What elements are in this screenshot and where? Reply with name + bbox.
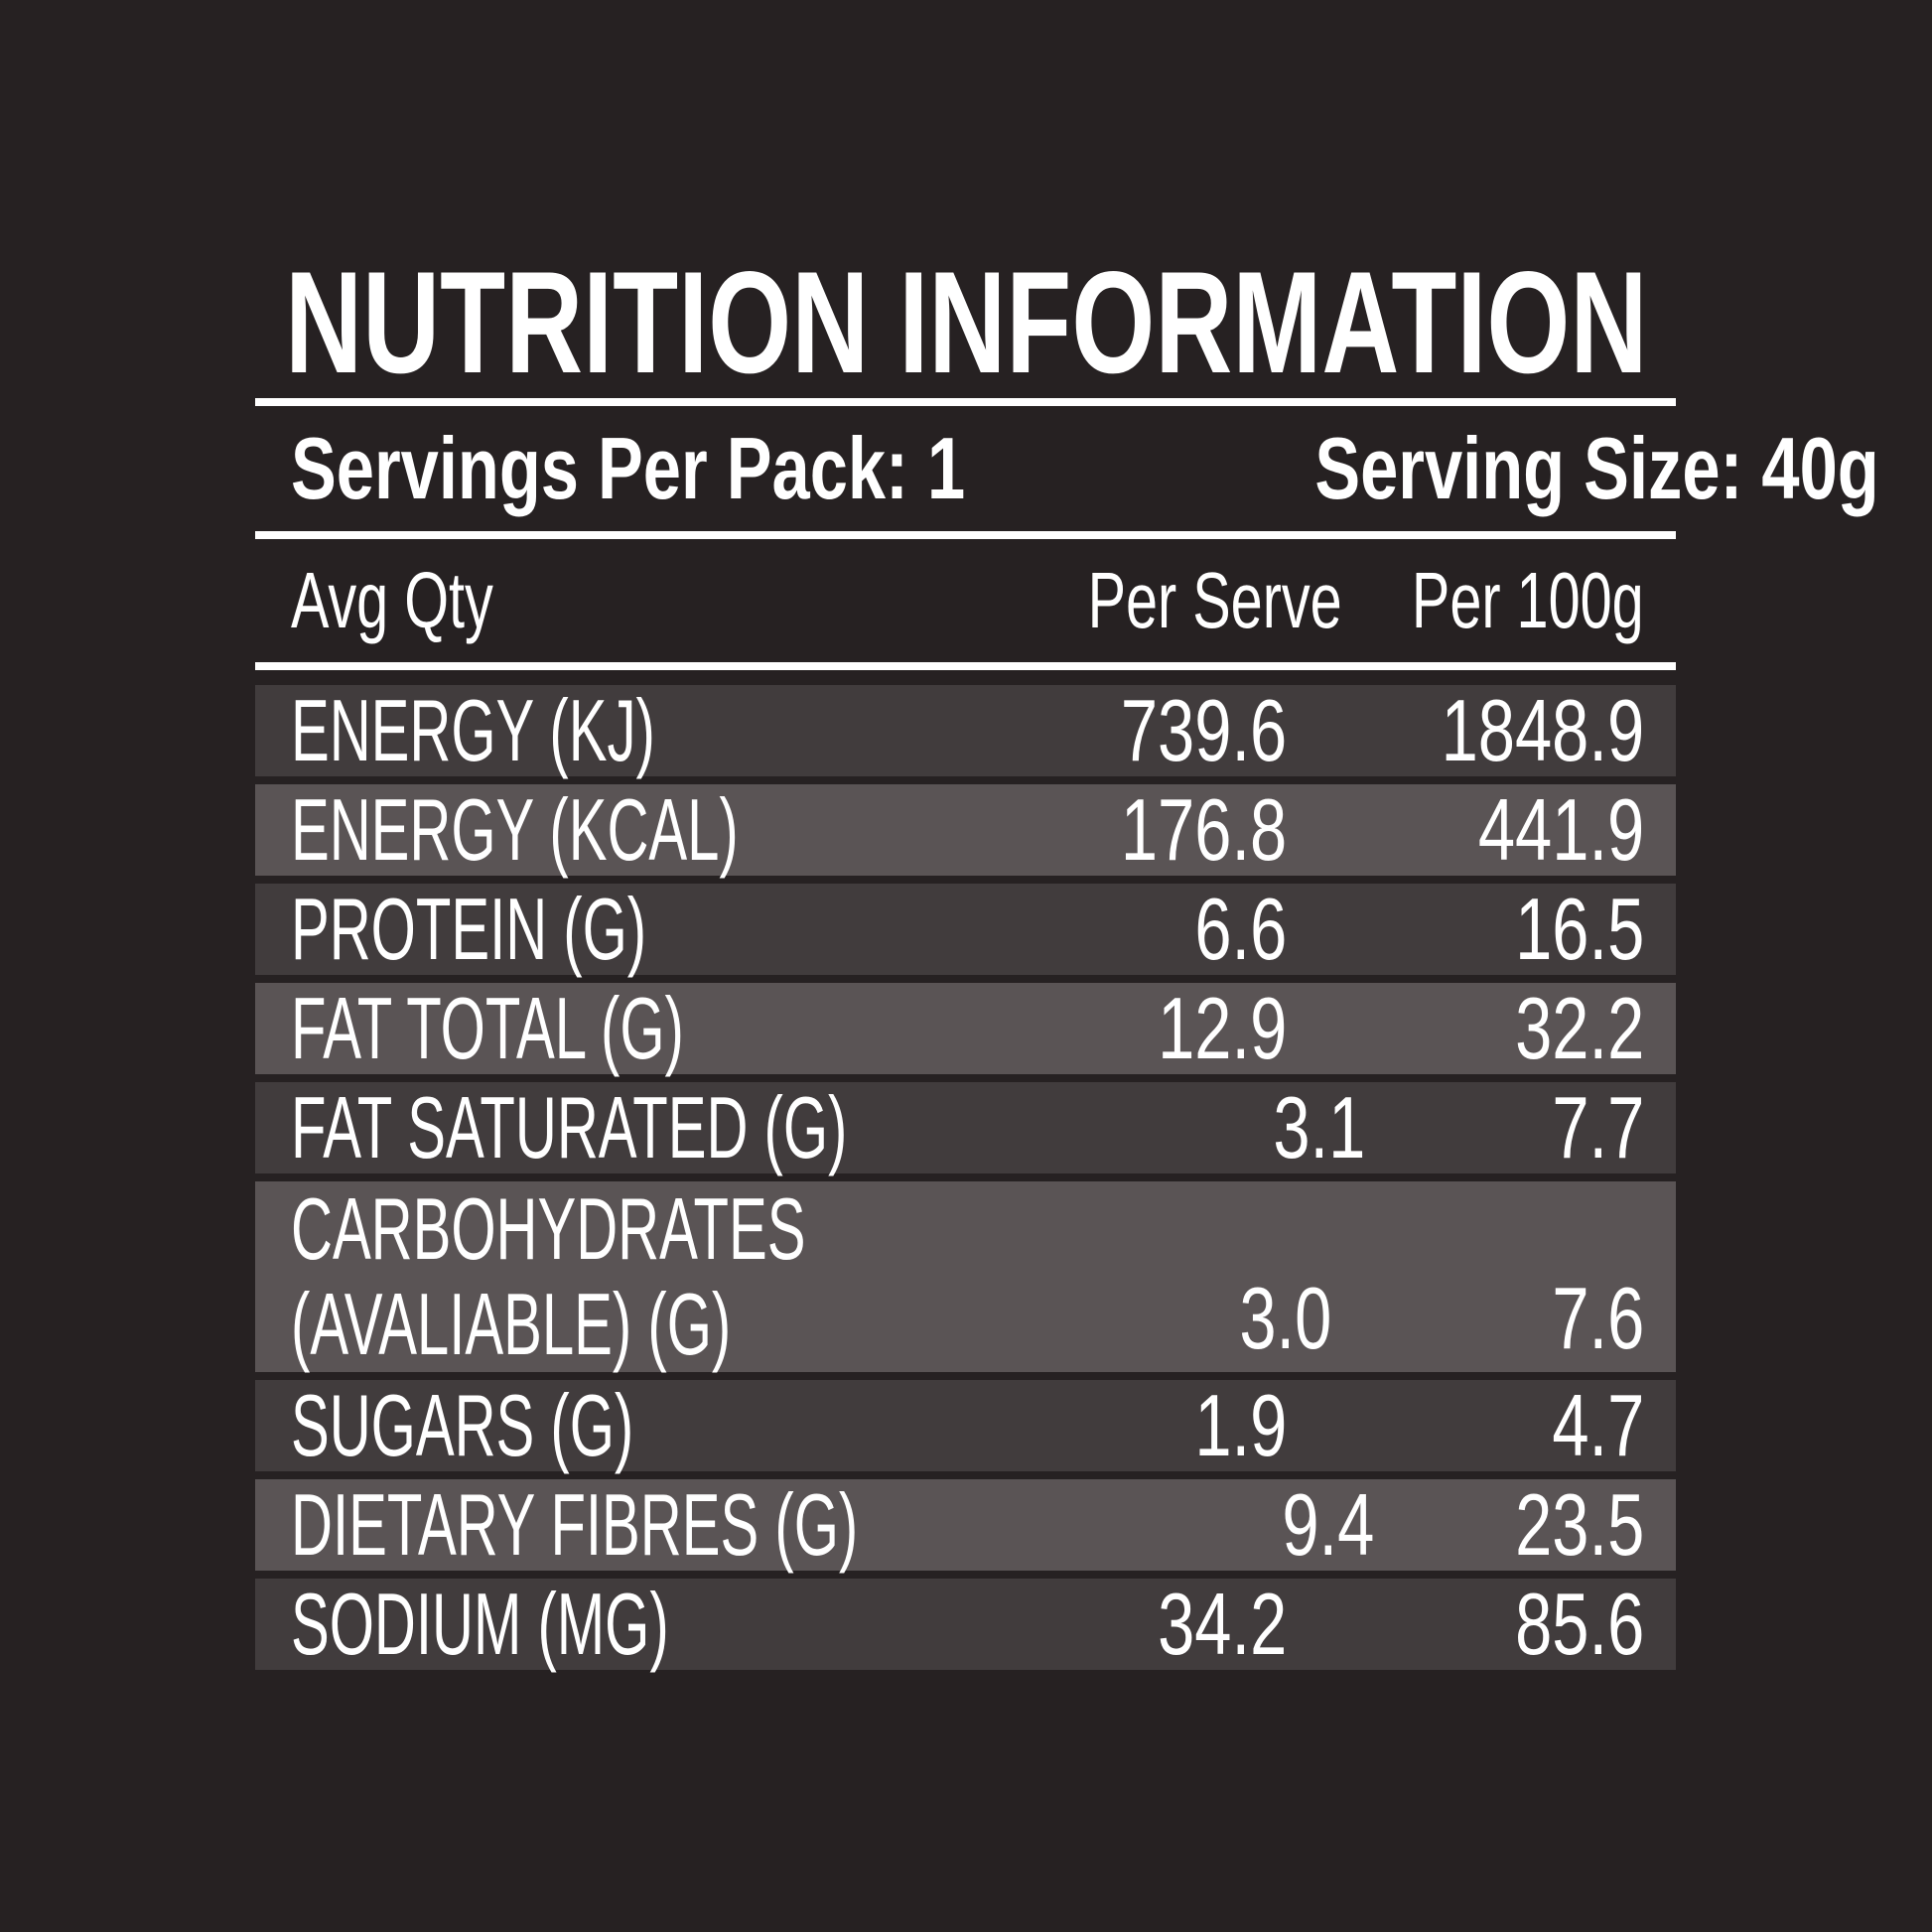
table-row-energy-kcal: ENERGY (KCAL) 176.8 441.9	[255, 784, 1676, 876]
divider-under-title	[255, 398, 1676, 406]
per-100g-value: 23.5	[1514, 1475, 1644, 1574]
column-header-avg-qty: Avg Qty	[291, 556, 493, 644]
row-label: FAT SATURATED (G)	[291, 1078, 848, 1176]
row-label: ENERGY (KCAL)	[291, 780, 739, 879]
divider-under-serving-info	[255, 531, 1676, 539]
per-serve-value: 1.9	[1194, 1376, 1287, 1474]
divider-under-column-headers	[255, 662, 1676, 670]
nutrition-table: ENERGY (KJ) 739.6 1848.9 ENERGY (KCAL) 1…	[255, 685, 1676, 1670]
table-row-sodium: SODIUM (MG) 34.2 85.6	[255, 1579, 1676, 1670]
per-serve-value: 739.6	[1120, 681, 1287, 779]
table-row-carbohydrates: CARBOHYDRATES (AVALIABLE) (G) 3.0 7.6	[255, 1181, 1676, 1372]
table-row-sugars: SUGARS (G) 1.9 4.7	[255, 1380, 1676, 1471]
per-100g-value: 7.7	[1552, 1078, 1644, 1176]
per-serve-value: 9.4	[1282, 1475, 1375, 1574]
row-label: DIETARY FIBRES (G)	[291, 1475, 859, 1574]
serving-info-row: Servings Per Pack: 1 Serving Size: 40g	[255, 406, 1878, 531]
per-serve-value: 3.1	[1273, 1078, 1366, 1176]
table-row-fat-total: FAT TOTAL (G) 12.9 32.2	[255, 983, 1676, 1074]
table-row-fat-saturated: FAT SATURATED (G) 3.1 7.7	[255, 1082, 1676, 1173]
servings-per-pack-text: Servings Per Pack: 1	[291, 419, 966, 517]
row-label: CARBOHYDRATES (AVALIABLE) (G)	[291, 1179, 806, 1373]
per-serve-value: 3.0	[1239, 1269, 1332, 1367]
page-title-text: NUTRITION INFORMATION	[284, 241, 1648, 403]
table-row-dietary-fibres: DIETARY FIBRES (G) 9.4 23.5	[255, 1479, 1676, 1571]
per-100g-value: 16.5	[1514, 880, 1644, 978]
page-title: NUTRITION INFORMATION	[0, 239, 1932, 406]
per-serve-value: 12.9	[1157, 979, 1287, 1077]
per-100g-value: 4.7	[1552, 1376, 1644, 1474]
per-100g-value: 85.6	[1514, 1575, 1644, 1673]
table-row-energy-kj: ENERGY (KJ) 739.6 1848.9	[255, 685, 1676, 776]
per-100g-value: 441.9	[1477, 780, 1644, 879]
row-label: ENERGY (KJ)	[291, 681, 655, 779]
per-serve-value: 34.2	[1157, 1575, 1287, 1673]
column-header-row: Avg Qty Per Serve Per 100g	[255, 539, 1676, 662]
row-label: SUGARS (G)	[291, 1376, 634, 1474]
row-label: FAT TOTAL (G)	[291, 979, 684, 1077]
per-serve-value: 176.8	[1120, 780, 1287, 879]
serving-size-text: Serving Size: 40g	[1314, 419, 1879, 517]
per-100g-value: 1848.9	[1441, 681, 1644, 779]
table-row-protein: PROTEIN (G) 6.6 16.5	[255, 884, 1676, 975]
per-100g-value: 32.2	[1514, 979, 1644, 1077]
row-label: PROTEIN (G)	[291, 880, 647, 978]
per-serve-value: 6.6	[1194, 880, 1287, 978]
row-label: SODIUM (MG)	[291, 1575, 669, 1673]
column-header-per-100g: Per 100g	[1412, 556, 1644, 644]
per-100g-value: 7.6	[1552, 1269, 1644, 1367]
column-header-per-serve: Per Serve	[1087, 556, 1342, 644]
